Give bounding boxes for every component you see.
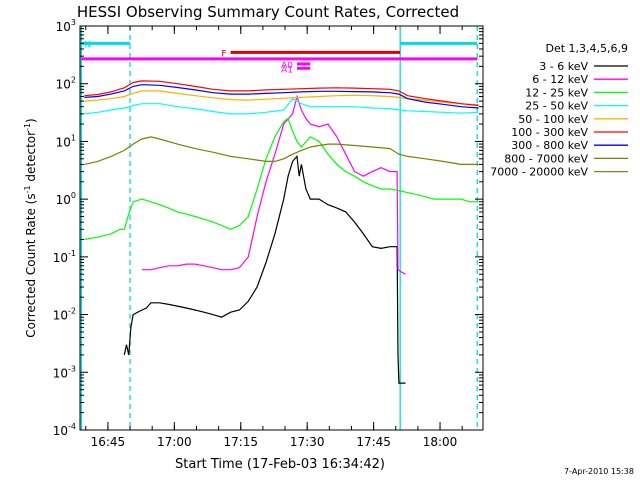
series-line-5 xyxy=(84,80,479,107)
x-tick-label-0: 16:45 xyxy=(91,435,126,449)
y-tick-label-2: 10-2 xyxy=(53,307,76,323)
y-tick-label-3: 10-1 xyxy=(53,249,76,265)
flag-label-f: F xyxy=(221,49,226,59)
legend-header: Det 1,3,4,5,6,9 xyxy=(545,42,628,55)
flag-label-n: N xyxy=(84,40,91,50)
series-line-3 xyxy=(84,97,479,115)
y-tick-label-7: 103 xyxy=(56,18,76,34)
x-tick-label-3: 17:30 xyxy=(290,435,325,449)
series-line-6 xyxy=(84,84,479,109)
y-axis-label: Corrected Count Rate (s-1 detector-1) xyxy=(23,118,38,337)
legend-label-8: 7000 - 20000 keV xyxy=(490,166,588,179)
x-tick-label-2: 17:15 xyxy=(223,435,258,449)
x-tick-label-4: 17:45 xyxy=(356,435,391,449)
y-tick-label-0: 10-4 xyxy=(53,422,76,438)
series-line-2 xyxy=(84,117,479,241)
y-tick-label-4: 100 xyxy=(56,191,76,207)
legend-label-5: 100 - 300 keV xyxy=(511,126,588,139)
y-tick-label-6: 102 xyxy=(56,76,76,92)
legend-label-0: 3 - 6 keV xyxy=(539,60,588,73)
y-tick-label-1: 10-3 xyxy=(53,364,76,380)
x-axis: 16:45 17:00 17:15 17:30 17:45 18:00 xyxy=(85,26,463,449)
legend-label-2: 12 - 25 keV xyxy=(525,86,588,99)
series-line-7 xyxy=(84,136,479,165)
legend-label-4: 50 - 100 keV xyxy=(518,113,588,126)
chart-title: HESSI Observing Summary Count Rates, Cor… xyxy=(77,3,459,21)
series-lines xyxy=(84,80,479,384)
legend-label-1: 6 - 12 keV xyxy=(532,73,588,86)
x-tick-label-1: 17:00 xyxy=(157,435,192,449)
legend-label-7: 800 - 7000 keV xyxy=(504,152,588,165)
footer-timestamp: 7-Apr-2010 15:38 xyxy=(564,467,634,476)
legend-label-3: 25 - 50 keV xyxy=(525,100,588,113)
plot-frame xyxy=(79,25,484,431)
y-tick-label-5: 101 xyxy=(56,133,76,149)
x-axis-label: Start Time (17-Feb-03 16:34:42) xyxy=(175,457,385,472)
series-line-0 xyxy=(123,154,406,384)
series-line-1 xyxy=(142,94,406,275)
y-axis: 10-4 10-3 10-2 10-1 100 101 102 103 xyxy=(53,18,483,438)
flag-label-a0: A0 xyxy=(281,61,293,71)
flag-label-a1: A1 xyxy=(281,65,293,75)
x-tick-label-5: 18:00 xyxy=(423,435,458,449)
legend-label-6: 300 - 800 keV xyxy=(511,139,588,152)
